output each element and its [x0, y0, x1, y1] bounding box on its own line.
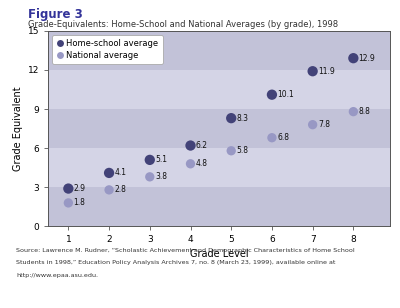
Point	[65, 186, 72, 191]
Text: 5.1: 5.1	[155, 155, 167, 164]
Point	[228, 148, 234, 153]
Text: 2.9: 2.9	[74, 184, 86, 193]
Text: Figure 3: Figure 3	[28, 8, 83, 21]
Point	[269, 135, 275, 140]
Bar	[48, 109, 390, 148]
Text: http://www.epaa.asu.edu.: http://www.epaa.asu.edu.	[16, 273, 98, 278]
Text: Students in 1998,” Education Policy Analysis Archives 7, no. 8 (March 23, 1999),: Students in 1998,” Education Policy Anal…	[16, 260, 335, 265]
Text: 5.8: 5.8	[236, 146, 248, 155]
Bar	[48, 31, 390, 70]
Text: 10.1: 10.1	[277, 90, 294, 99]
Text: 6.2: 6.2	[196, 141, 208, 150]
Text: 8.3: 8.3	[236, 114, 248, 123]
Point	[146, 157, 153, 162]
Point	[65, 201, 72, 205]
Legend: Home-school average, National average: Home-school average, National average	[52, 35, 163, 64]
Text: 2.8: 2.8	[114, 185, 126, 194]
Point	[269, 92, 275, 97]
Text: 4.8: 4.8	[196, 159, 208, 168]
X-axis label: Grade Level: Grade Level	[190, 249, 248, 259]
Text: 1.8: 1.8	[74, 198, 86, 207]
Text: Grade-Equivalents: Home-School and National Averages (by grade), 1998: Grade-Equivalents: Home-School and Natio…	[28, 20, 338, 29]
Point	[350, 109, 356, 114]
Point	[228, 116, 234, 121]
Point	[187, 161, 194, 166]
Point	[106, 170, 112, 175]
Y-axis label: Grade Equivalent: Grade Equivalent	[13, 86, 23, 171]
Text: 8.8: 8.8	[359, 107, 370, 116]
Bar	[48, 187, 390, 226]
Text: 6.8: 6.8	[277, 133, 289, 142]
Text: 3.8: 3.8	[155, 172, 167, 181]
Point	[106, 187, 112, 192]
Text: 7.8: 7.8	[318, 120, 330, 129]
Point	[310, 69, 316, 74]
Text: Source: Lawrence M. Rudner, “Scholastic Achievement and Demographic Characterist: Source: Lawrence M. Rudner, “Scholastic …	[16, 248, 355, 253]
Text: 11.9: 11.9	[318, 67, 335, 76]
Point	[350, 56, 356, 61]
Text: 12.9: 12.9	[359, 54, 376, 63]
Point	[310, 122, 316, 127]
Point	[146, 174, 153, 179]
Point	[187, 143, 194, 148]
Text: 4.1: 4.1	[114, 168, 126, 177]
